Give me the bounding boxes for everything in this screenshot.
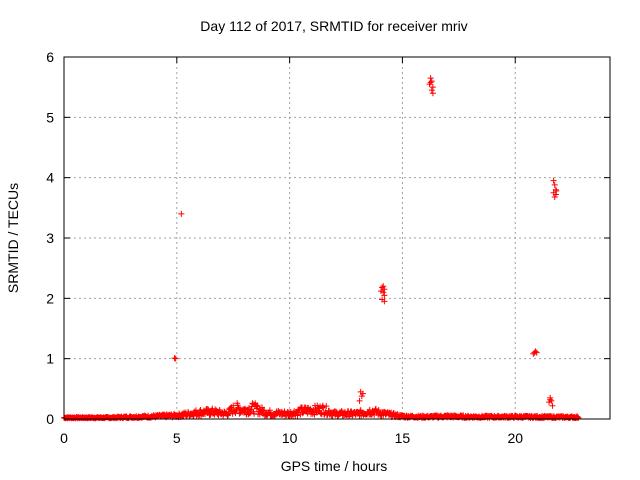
outlier-point [427, 79, 434, 86]
outlier-point [381, 298, 388, 305]
background-point [357, 407, 364, 414]
grid [64, 57, 610, 419]
background-point [319, 404, 326, 411]
outlier-point [531, 349, 538, 356]
outlier-point [381, 292, 388, 299]
outlier-point [178, 210, 185, 217]
x-tick-label: 20 [507, 430, 523, 446]
background-point [299, 410, 306, 417]
outlier-point [551, 181, 558, 188]
background-point [209, 405, 216, 412]
chart-title: Day 112 of 2017, SRMTID for receiver mri… [200, 18, 467, 34]
background-point [261, 407, 268, 414]
outlier-point [380, 283, 387, 290]
y-tick-label: 2 [46, 290, 54, 306]
plot-frame [63, 56, 611, 420]
outlier-point [171, 355, 178, 362]
background-point [329, 412, 336, 419]
outlier-series [171, 75, 560, 409]
outlier-point [550, 177, 557, 184]
background-point [366, 406, 373, 413]
outlier-point [429, 84, 436, 91]
y-tick-label: 6 [46, 49, 54, 65]
y-tick-label: 1 [46, 351, 54, 367]
background-point [332, 408, 339, 415]
background-point [266, 407, 273, 414]
background-point [211, 411, 218, 418]
y-tick-label: 5 [46, 109, 54, 125]
outlier-point [532, 348, 539, 355]
outlier-point [377, 288, 384, 295]
y-tick-label: 3 [46, 230, 54, 246]
outlier-point [359, 390, 366, 397]
x-axis-label: GPS time / hours [281, 458, 388, 474]
x-tick-label: 10 [282, 430, 298, 446]
outlier-point [172, 355, 179, 362]
background-point [247, 407, 254, 414]
outlier-point [381, 286, 388, 293]
x-tick-label: 5 [173, 430, 181, 446]
x-tick-label: 15 [395, 430, 411, 446]
outlier-point [356, 397, 363, 404]
background-point [375, 406, 382, 413]
outlier-point [547, 396, 554, 403]
y-tick-label: 4 [46, 170, 54, 186]
y-axis-label: SRMTID / TECUs [5, 183, 21, 293]
x-tick-label: 0 [60, 430, 68, 446]
background-point [298, 405, 305, 412]
axis-ticks: 0 5 10 15 20 0 1 2 3 4 5 6 [46, 49, 610, 446]
outlier-point [553, 187, 560, 194]
y-tick-label: 0 [46, 411, 54, 427]
outlier-point [428, 78, 435, 85]
background-point [251, 410, 258, 417]
background-point [254, 402, 261, 409]
background-series [61, 400, 582, 422]
background-point [294, 412, 301, 419]
background-point [575, 414, 582, 421]
outlier-point [428, 87, 435, 94]
outlier-point [551, 193, 558, 200]
background-point [300, 409, 307, 416]
outlier-point [429, 90, 436, 97]
outlier-point [549, 402, 556, 409]
background-point [574, 413, 581, 420]
background-point [323, 403, 330, 410]
